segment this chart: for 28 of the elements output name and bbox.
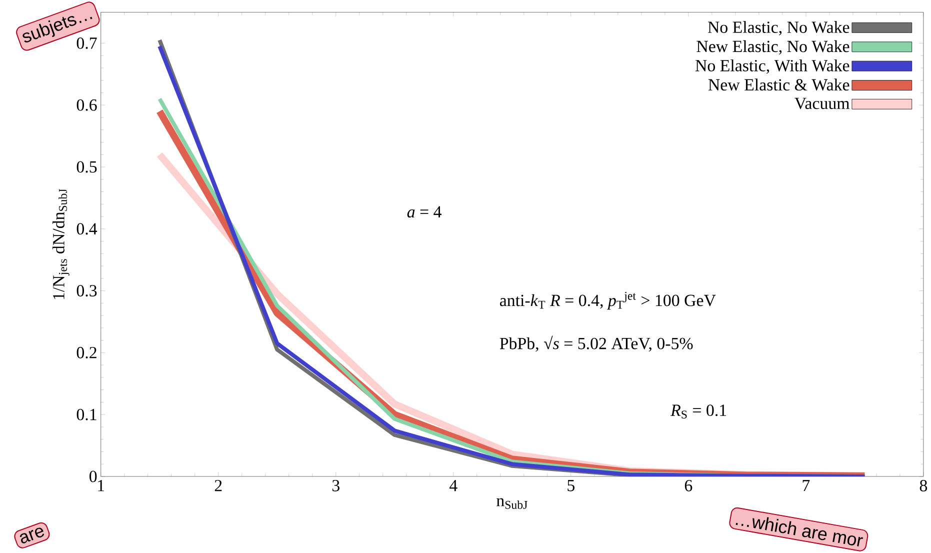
y-axis-title: 1/N$_{jets}$ dN/dn$_{SubJ}$ — [52, 188, 70, 299]
y-tick-label: 0.2 — [76, 346, 96, 358]
y-tick-label: 0.1 — [76, 408, 96, 420]
annotation: PbPb, √s = 5.02 ATeV, 0-5% — [500, 336, 693, 352]
x-tick-label: 1 — [98, 480, 104, 491]
x-tick-label: 6 — [684, 480, 692, 492]
legend-label: New Elastic & Wake — [708, 78, 850, 90]
x-tick-label: 3 — [332, 480, 340, 492]
y-tick-label: 0.4 — [76, 222, 98, 234]
text: are — [20, 528, 44, 544]
legend-label: No Elastic, No Wake — [708, 20, 850, 36]
x-tick-label: 2 — [214, 480, 222, 492]
y-tick-label: 0 — [90, 470, 97, 482]
x-axis-title: n$_{SubJ}$ — [496, 498, 528, 509]
legend-label: Vacuum — [794, 98, 850, 110]
text: …which are mor — [736, 516, 864, 546]
annotation: a = 4 — [407, 206, 442, 218]
y-tick-label: 0.3 — [76, 284, 97, 296]
y-tick-label: 0.6 — [76, 99, 97, 111]
x-tick-label: 8 — [920, 480, 928, 492]
y-tick-label: 0.5 — [76, 161, 97, 173]
legend-label: No Elastic, With Wake — [695, 59, 850, 74]
x-tick-label: 4 — [449, 480, 458, 491]
text: anti-k$_{T}$ R = 0.4, p$_{T}$$^{jet}$ > 100 GeV — [500, 292, 716, 310]
x-tick-label: 7 — [802, 480, 810, 491]
x-tick-label: 5 — [568, 480, 574, 492]
annotation: R$_{S}$ = 0.1 — [670, 404, 726, 418]
legend-label: New Elastic, No Wake — [696, 40, 850, 54]
